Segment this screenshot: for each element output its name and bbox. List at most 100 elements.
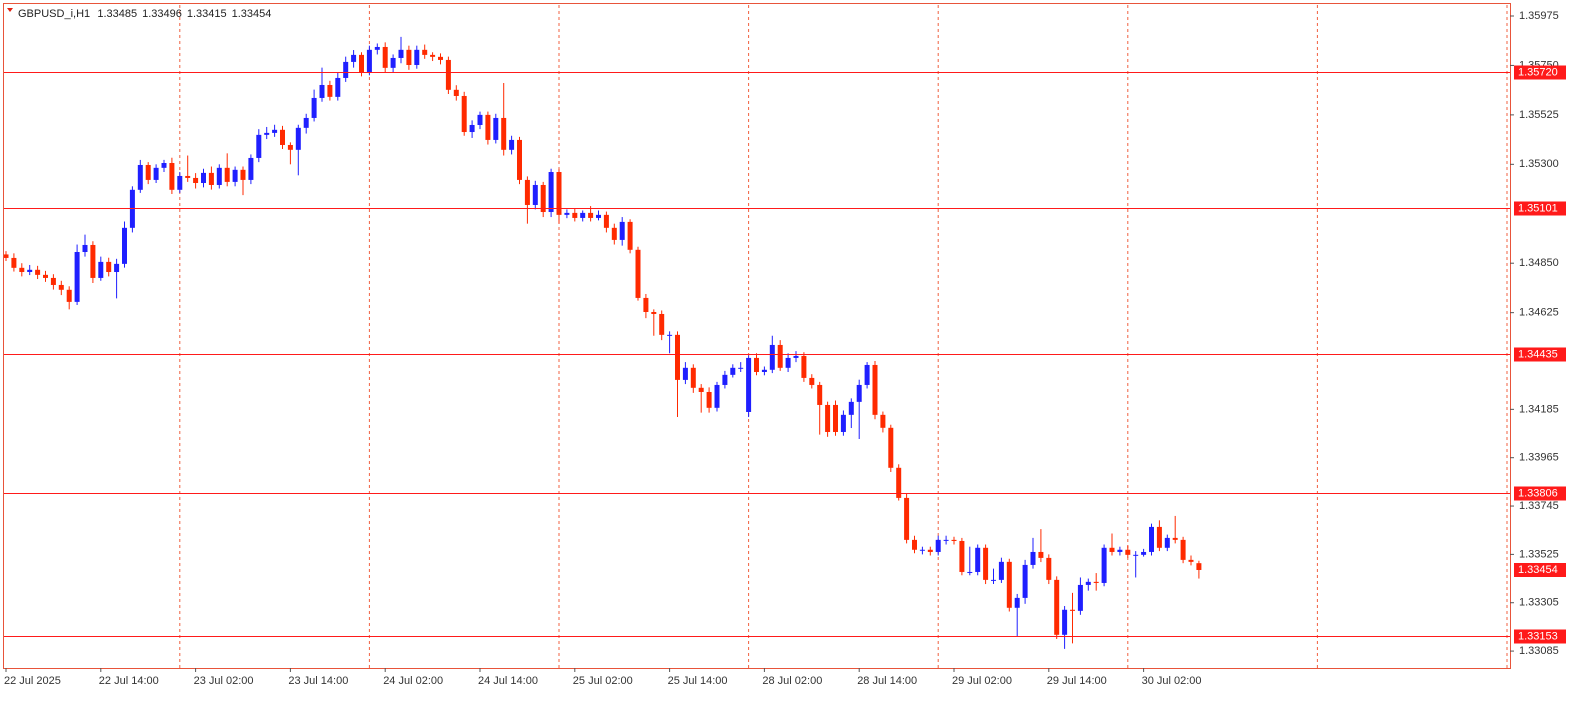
price-tag-label: 1.35101: [1518, 202, 1558, 214]
candle-body: [793, 355, 799, 358]
candle-body: [469, 124, 475, 133]
candle-body: [722, 374, 728, 385]
last-high: 1.33496: [142, 8, 182, 20]
price-tag-bg: [1514, 486, 1566, 501]
price-tag-bg: [1514, 347, 1566, 362]
candle-body: [738, 367, 744, 369]
collapse-triangle[interactable]: [7, 8, 13, 12]
candle-body: [588, 212, 594, 218]
candle-body: [714, 384, 720, 408]
price-tag-label: 1.34435: [1518, 348, 1558, 360]
candle-body: [1141, 551, 1147, 555]
candle-body: [904, 497, 910, 540]
candle-body: [619, 221, 625, 240]
candle-body: [627, 221, 633, 250]
candle-body: [746, 357, 752, 412]
x-tick-label: 25 Jul 02:00: [573, 675, 633, 687]
last-close: 1.33454: [232, 8, 272, 20]
candle-body: [493, 117, 499, 140]
candle-body: [445, 59, 451, 90]
candle-body: [461, 95, 467, 133]
y-tick-label: 1.34850: [1519, 257, 1559, 269]
x-tick-label: 28 Jul 14:00: [857, 675, 917, 687]
candle-body: [1022, 564, 1028, 598]
candle-body: [406, 49, 412, 65]
candle-body: [256, 134, 262, 158]
last-low: 1.33415: [187, 8, 227, 20]
candle-body: [1062, 609, 1068, 635]
y-tick-label: 1.33965: [1519, 452, 1559, 464]
candle-body: [509, 139, 515, 150]
candle-body: [327, 84, 333, 97]
price-tag-bg: [1514, 629, 1566, 644]
candle-body: [1196, 563, 1202, 570]
x-tick-label: 28 Jul 02:00: [762, 675, 822, 687]
candle-body: [106, 261, 112, 273]
price-tag-label: 1.33806: [1518, 487, 1558, 499]
candle-body: [287, 144, 293, 150]
candle-body: [730, 367, 736, 375]
candle-body: [224, 167, 230, 182]
candle-body: [524, 179, 530, 205]
candle-body: [90, 244, 96, 278]
x-tick-label: 29 Jul 02:00: [952, 675, 1012, 687]
candle-body: [659, 313, 665, 335]
grid: [179, 5, 1508, 668]
candle-body: [74, 252, 80, 302]
candle-body: [801, 355, 807, 378]
candle-body: [272, 129, 278, 133]
candle-body: [706, 391, 712, 408]
candle-body: [682, 367, 688, 380]
candle-body: [943, 539, 949, 541]
x-tick-label: 25 Jul 14:00: [668, 675, 728, 687]
candle-body: [264, 132, 270, 135]
x-tick-label: 23 Jul 02:00: [194, 675, 254, 687]
candle-body: [169, 163, 175, 190]
candle-body: [951, 539, 957, 541]
candle-body: [193, 177, 199, 184]
x-tick-label: 30 Jul 02:00: [1142, 675, 1202, 687]
candle-body: [280, 129, 285, 145]
candle-body: [374, 46, 380, 50]
candle-body: [43, 274, 48, 278]
candle-body: [177, 175, 183, 190]
last-open: 1.33485: [97, 8, 137, 20]
y-tick-label: 1.33525: [1519, 548, 1559, 560]
x-tick-label: 24 Jul 02:00: [383, 675, 443, 687]
plot-frame: [3, 3, 1511, 669]
candle-body: [896, 467, 902, 498]
candle-body: [66, 289, 72, 302]
y-tick-label: 1.33745: [1519, 500, 1559, 512]
candle-body: [122, 227, 127, 264]
current-price-label: 1.33454: [1518, 564, 1558, 576]
candle-body: [998, 561, 1004, 580]
y-tick-label: 1.34185: [1519, 403, 1559, 415]
candle-body: [145, 164, 151, 180]
price-tag-label: 1.33153: [1518, 630, 1558, 642]
candle-body: [137, 164, 143, 190]
candle-body: [453, 89, 459, 96]
candle-body: [232, 169, 238, 182]
candle-body: [98, 261, 104, 278]
candle-body: [1046, 557, 1052, 580]
candle-body: [848, 401, 854, 415]
candle-body: [114, 263, 120, 273]
candle-body: [777, 344, 783, 368]
candle-body: [319, 84, 325, 98]
candle-body: [19, 267, 25, 273]
candle-body: [548, 172, 554, 213]
candle-body: [635, 249, 641, 298]
candle-body: [1101, 547, 1107, 583]
candle-body: [919, 549, 925, 551]
axes: 1.359751.357501.355251.353001.348501.346…: [4, 10, 1566, 687]
candle-body: [1164, 537, 1170, 548]
candle-body: [864, 364, 870, 385]
x-tick-label: 22 Jul 2025: [4, 675, 61, 687]
candle-body: [1054, 579, 1060, 635]
candle-body: [785, 357, 791, 368]
x-tick-label: 24 Jul 14:00: [478, 675, 538, 687]
candle-body: [769, 344, 775, 370]
candle-body: [422, 49, 428, 55]
candle-body: [1188, 559, 1194, 562]
